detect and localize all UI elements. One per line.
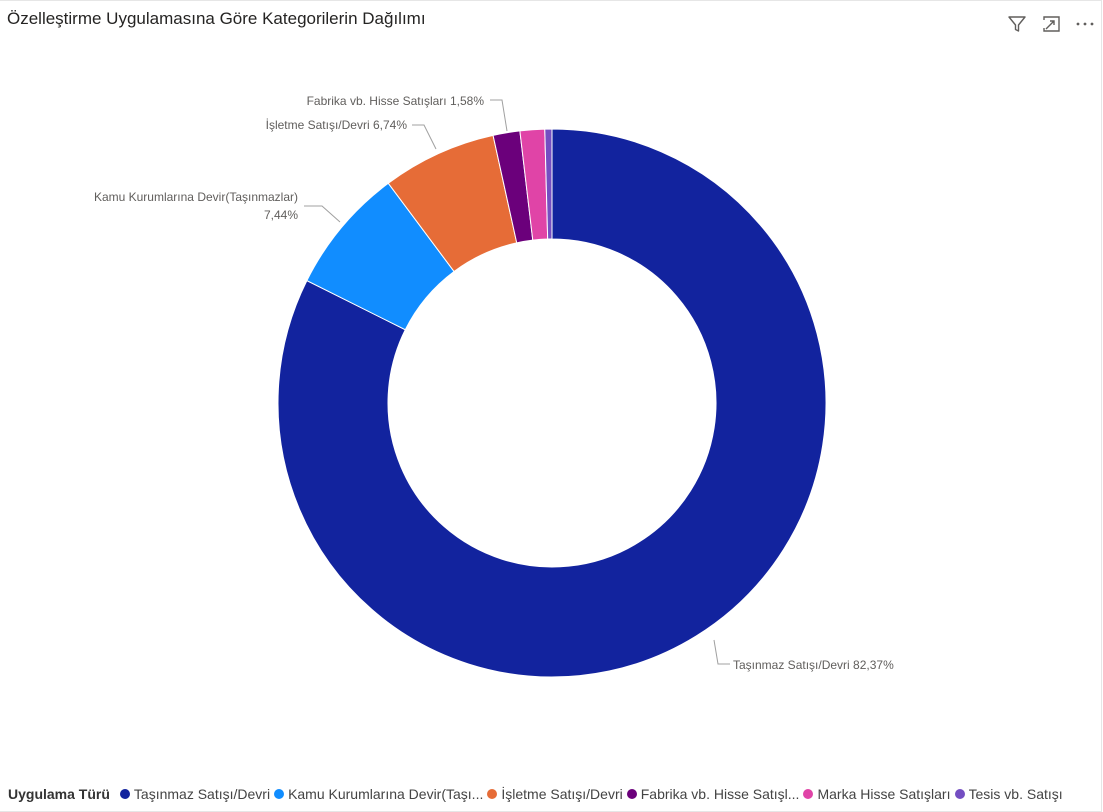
slice-0[interactable]: [277, 128, 827, 678]
legend-marker-4: [803, 789, 814, 799]
legend-label-1: Kamu Kurumlarına Devir(Taşı...: [288, 786, 484, 802]
legend-marker-2: [487, 789, 498, 799]
legend-item-1[interactable]: Kamu Kurumlarına Devir(Taşı...: [274, 786, 483, 802]
leader-line-3: [490, 99, 508, 132]
focus-mode-icon[interactable]: [1041, 13, 1063, 35]
legend-marker-1: [274, 789, 285, 799]
data-label-1-value: 7,44%: [264, 208, 298, 222]
legend-marker-3: [626, 789, 637, 799]
donut-chart: Taşınmaz Satışı/Devri 82,37% Kamu Kurumla…: [94, 94, 894, 678]
legend-item-5[interactable]: Tesis vb. Satışı: [954, 786, 1063, 802]
legend-label-5: Tesis vb. Satışı: [968, 786, 1063, 802]
leader-line-2: [412, 124, 437, 150]
legend-label-4: Marka Hisse Satışları: [817, 786, 951, 802]
data-label-1: Kamu Kurumlarına Devir(Taşınmazlar): [94, 190, 298, 204]
legend-item-2[interactable]: İşletme Satışı/Devri: [487, 786, 623, 802]
legend: Uygulama Türü Taşınmaz Satışı/Devri Kamu …: [8, 784, 1100, 804]
legend-item-3[interactable]: Fabrika vb. Hisse Satışl...: [626, 786, 800, 802]
data-label-2: İşletme Satışı/Devri 6,74%: [266, 118, 408, 132]
legend-label-3: Fabrika vb. Hisse Satışl...: [640, 786, 800, 802]
legend-title: Uygulama Türü: [8, 786, 110, 802]
data-label-3: Fabrika vb. Hisse Satışları 1,58%: [307, 94, 485, 108]
data-label-0: Taşınmaz Satışı/Devri 82,37%: [733, 658, 894, 672]
legend-marker-0: [119, 789, 130, 799]
filter-icon[interactable]: [1006, 13, 1028, 35]
leader-line-1: [304, 205, 341, 223]
chart-title: Özelleştirme Uygulamasına Göre Kategoril…: [7, 9, 426, 28]
legend-label-0: Taşınmaz Satışı/Devri: [133, 786, 271, 802]
legend-item-4[interactable]: Marka Hisse Satışları: [803, 786, 951, 802]
leader-line-0: [713, 639, 730, 665]
legend-label-2: İşletme Satışı/Devri: [501, 786, 623, 802]
more-options-icon[interactable]: [1074, 13, 1096, 35]
slice-5[interactable]: [544, 128, 553, 240]
legend-marker-5: [954, 789, 965, 799]
legend-item-0[interactable]: Taşınmaz Satışı/Devri: [119, 786, 271, 802]
